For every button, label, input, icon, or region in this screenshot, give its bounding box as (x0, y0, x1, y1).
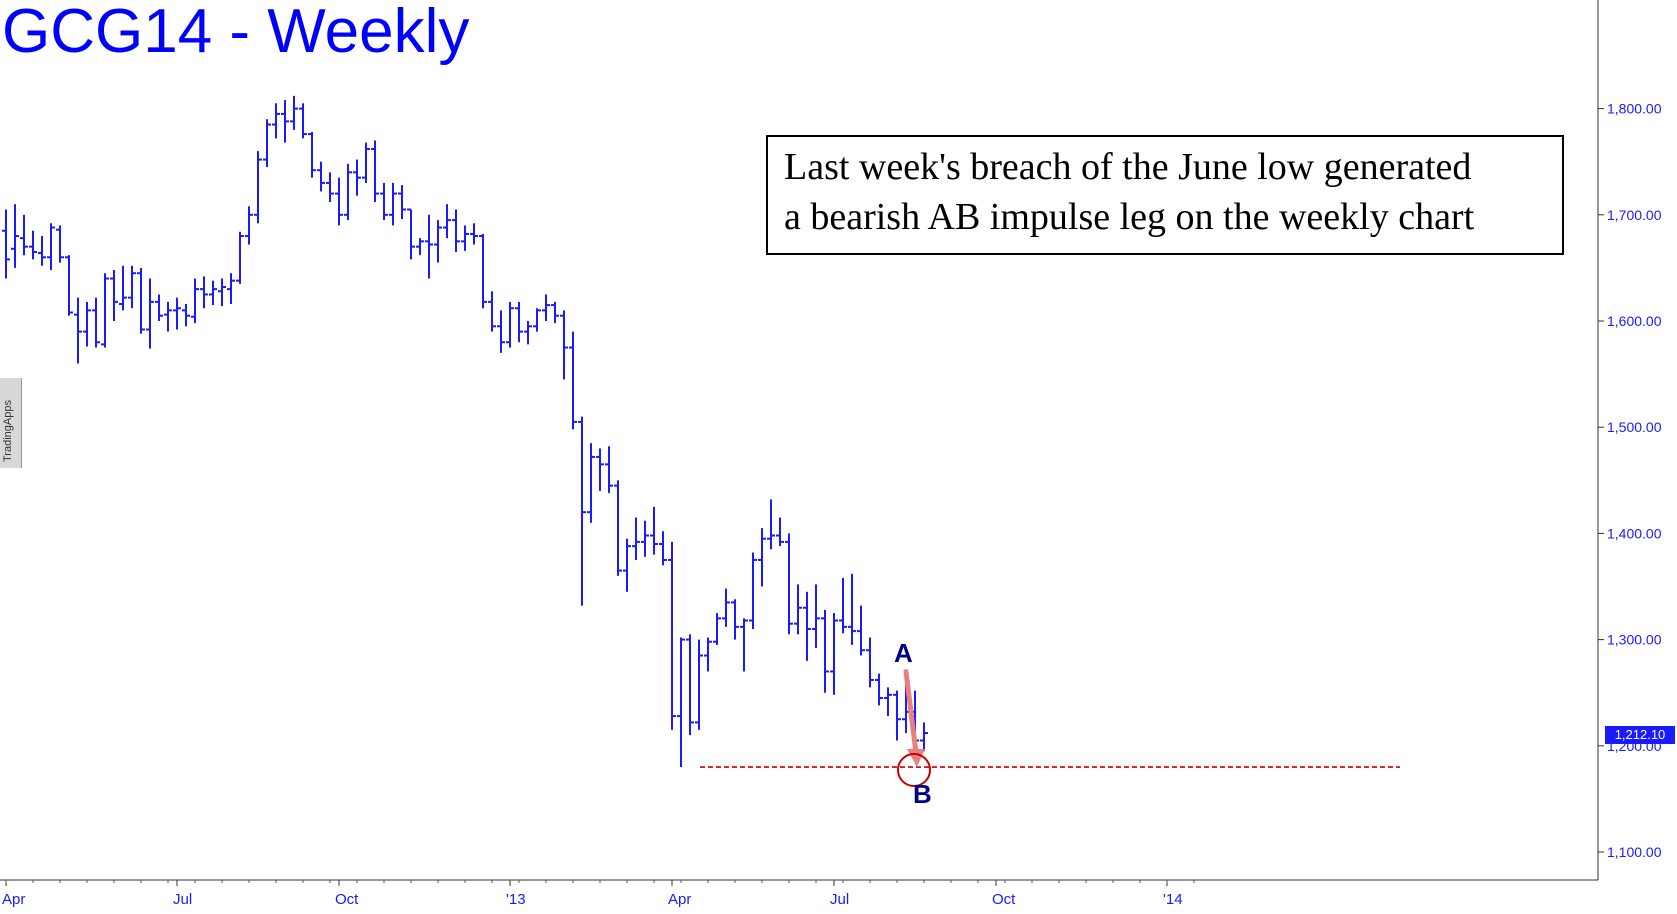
x-tick-label: Oct (992, 891, 1016, 908)
price-bars (2, 95, 928, 768)
y-tick-label: 1,600.00 (1607, 313, 1662, 329)
chart-title: GCG14 - Weekly (2, 0, 470, 66)
time-axis: Apr Jul Oct '13 Apr Jul Oct '14 (2, 880, 1195, 908)
x-tick-label: Oct (335, 891, 359, 908)
price-axis: 1,100.001,200.001,300.001,400.001,500.00… (1598, 101, 1662, 860)
plot-area (0, 0, 1599, 881)
y-tick-label: 1,100.00 (1607, 844, 1662, 860)
point-b-label: B (913, 779, 932, 810)
annotation-box: Last week's breach of the June low gener… (766, 135, 1564, 255)
x-tick-label: Jul (173, 891, 192, 908)
y-tick-label: 1,700.00 (1607, 207, 1662, 223)
x-tick-label: Apr (2, 891, 25, 908)
last-price-tag: 1,212.10 (1605, 726, 1675, 744)
x-tick-label: Jul (830, 891, 849, 908)
y-tick-label: 1,500.00 (1607, 419, 1662, 435)
b-point-circle (897, 753, 931, 788)
vendor-tab[interactable]: TradingApps (0, 378, 22, 468)
annotation-line-2: a bearish AB impulse leg on the weekly c… (784, 196, 1475, 238)
x-tick-label: Apr (668, 891, 691, 908)
ab-arrow-shaft (903, 669, 919, 756)
y-tick-label: 1,800.00 (1607, 101, 1662, 117)
ab-pattern (897, 669, 931, 788)
y-tick-label: 1,300.00 (1607, 632, 1662, 648)
annotation-line-1: Last week's breach of the June low gener… (784, 146, 1472, 188)
vendor-label: TradingApps (2, 400, 14, 462)
x-tick-label: '13 (506, 891, 526, 908)
y-tick-label: 1,400.00 (1607, 525, 1662, 541)
point-a-label: A (894, 637, 913, 668)
ab-arrow-head (907, 749, 925, 768)
x-tick-label: '14 (1163, 891, 1183, 908)
